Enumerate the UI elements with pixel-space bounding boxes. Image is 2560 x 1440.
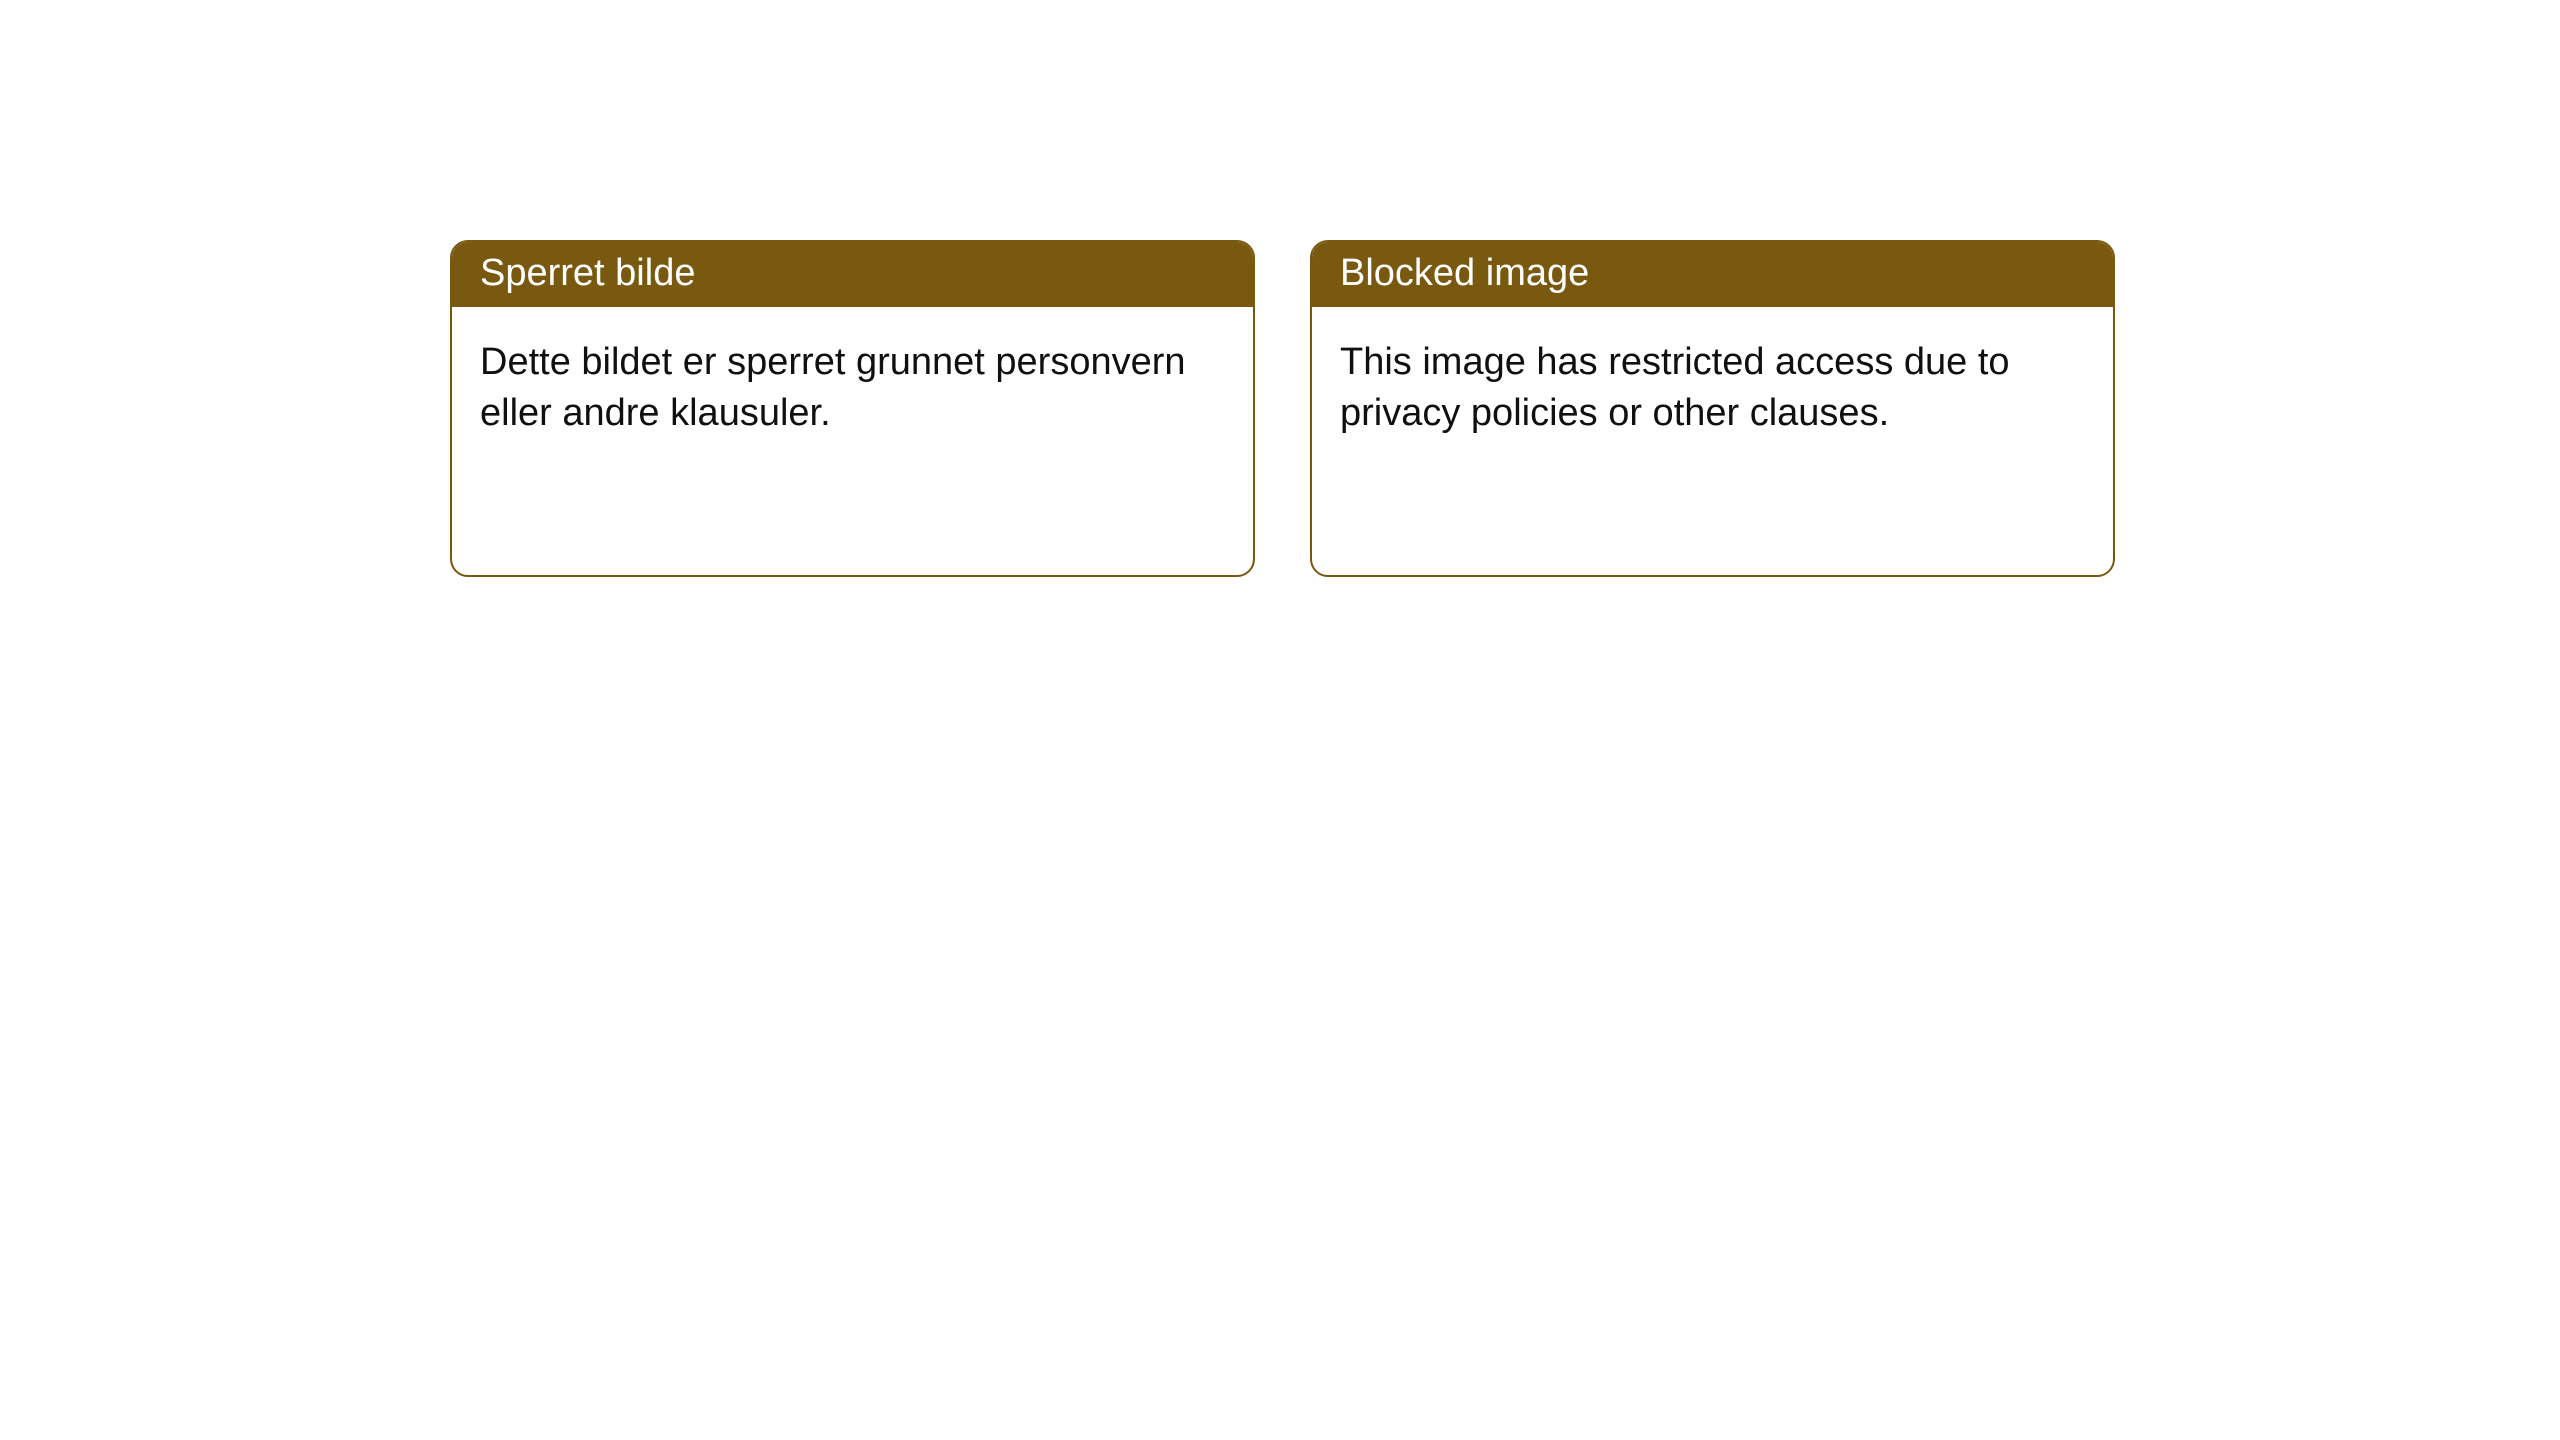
notice-body-english: This image has restricted access due to … xyxy=(1312,307,2113,468)
notice-container: Sperret bilde Dette bildet er sperret gr… xyxy=(0,0,2560,577)
notice-title-english: Blocked image xyxy=(1312,242,2113,307)
notice-body-norwegian: Dette bildet er sperret grunnet personve… xyxy=(452,307,1253,468)
notice-card-norwegian: Sperret bilde Dette bildet er sperret gr… xyxy=(450,240,1255,577)
notice-card-english: Blocked image This image has restricted … xyxy=(1310,240,2115,577)
notice-title-norwegian: Sperret bilde xyxy=(452,242,1253,307)
